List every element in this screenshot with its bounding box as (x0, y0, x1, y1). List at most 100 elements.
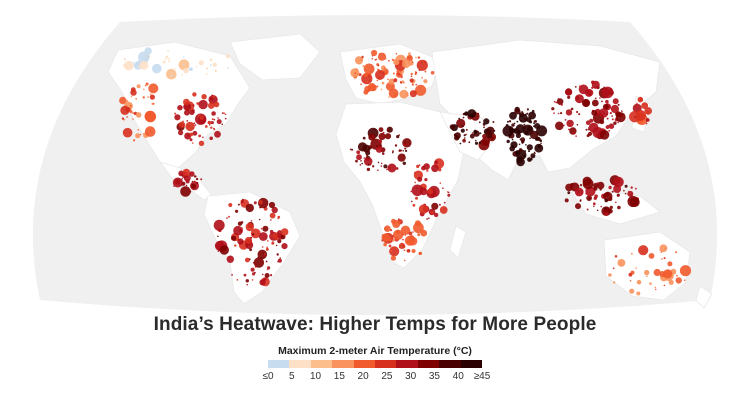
city-dot (629, 280, 632, 282)
city-dot (463, 134, 466, 137)
city-dot (381, 81, 385, 85)
city-dot (408, 52, 411, 55)
city-dot (539, 139, 543, 142)
city-dot (172, 177, 183, 188)
city-dot (593, 205, 595, 208)
city-dot (612, 98, 619, 105)
city-dot (126, 100, 129, 103)
city-dot (537, 144, 542, 148)
city-dot (391, 58, 394, 62)
legend-swatch (439, 360, 461, 368)
city-dot (447, 191, 450, 194)
city-dot (162, 60, 166, 64)
city-dot (371, 135, 374, 138)
city-dot (636, 291, 641, 296)
city-dot (170, 74, 173, 77)
city-dot (649, 282, 652, 285)
city-dot (411, 249, 416, 253)
city-dot (567, 191, 571, 195)
city-dot (388, 96, 390, 98)
city-dot (399, 70, 402, 73)
city-dot (174, 112, 177, 115)
city-dot (458, 117, 461, 120)
city-dot (533, 122, 536, 125)
city-dot (395, 167, 399, 170)
city-dot (426, 169, 429, 172)
city-dot (630, 186, 633, 189)
city-dot (601, 86, 614, 99)
city-dot (570, 107, 574, 111)
city-dot (459, 142, 462, 145)
city-dot (387, 78, 389, 81)
city-dot (270, 219, 272, 221)
city-dot (245, 279, 249, 283)
city-dot (267, 240, 269, 242)
city-dot (629, 288, 635, 294)
city-dot (209, 124, 211, 126)
city-dot (527, 157, 532, 162)
city-dot (192, 142, 194, 144)
city-dot (129, 110, 133, 114)
city-dot (135, 133, 141, 139)
city-dot (583, 99, 590, 107)
city-dot (439, 182, 442, 184)
legend-tick: 10 (309, 371, 322, 382)
city-dot (518, 143, 521, 146)
city-dot (519, 113, 521, 115)
city-dot (475, 139, 477, 142)
city-dot (468, 141, 471, 144)
city-dot (265, 235, 267, 238)
city-dot (242, 198, 244, 201)
city-dot (243, 273, 247, 277)
city-dot (221, 123, 223, 125)
city-dot (617, 103, 620, 106)
city-dot (356, 154, 362, 161)
city-dot (526, 144, 533, 151)
city-dot (250, 220, 253, 222)
city-dot (530, 153, 536, 159)
city-dot (403, 249, 406, 252)
city-dot (523, 154, 526, 157)
city-dot (271, 206, 278, 214)
city-dot (404, 234, 407, 236)
city-dot (596, 209, 599, 212)
city-dot (393, 78, 398, 83)
city-dot (271, 241, 275, 245)
city-dot (184, 109, 190, 116)
city-dot (574, 187, 584, 197)
city-dot (415, 83, 418, 86)
legend-swatch (289, 360, 311, 368)
city-dot (239, 228, 243, 233)
city-dot (401, 59, 411, 69)
city-dot (147, 96, 150, 98)
city-dot (584, 88, 593, 97)
city-dot (129, 105, 132, 107)
city-dot (405, 149, 408, 152)
city-dot (555, 121, 564, 131)
city-dot (126, 116, 128, 118)
city-dot (523, 126, 527, 129)
city-dot (570, 183, 574, 186)
city-dot (418, 164, 421, 166)
city-dot (209, 136, 213, 141)
city-dot (574, 86, 577, 88)
city-dot (219, 245, 229, 255)
city-dot (483, 126, 485, 129)
city-dot (629, 197, 640, 208)
city-dot (201, 94, 207, 100)
city-dot (356, 150, 361, 155)
city-dot (277, 258, 282, 263)
city-dot (611, 118, 614, 121)
city-dot (516, 157, 525, 167)
city-dot (560, 103, 563, 106)
city-dot (579, 184, 583, 187)
city-dot (375, 69, 385, 80)
city-dot (377, 161, 380, 164)
city-dot (143, 88, 145, 91)
legend-tick: 40 (452, 371, 464, 382)
city-dot (381, 233, 390, 242)
city-dot (396, 135, 400, 139)
city-dot (588, 197, 591, 200)
city-dot (421, 165, 426, 171)
